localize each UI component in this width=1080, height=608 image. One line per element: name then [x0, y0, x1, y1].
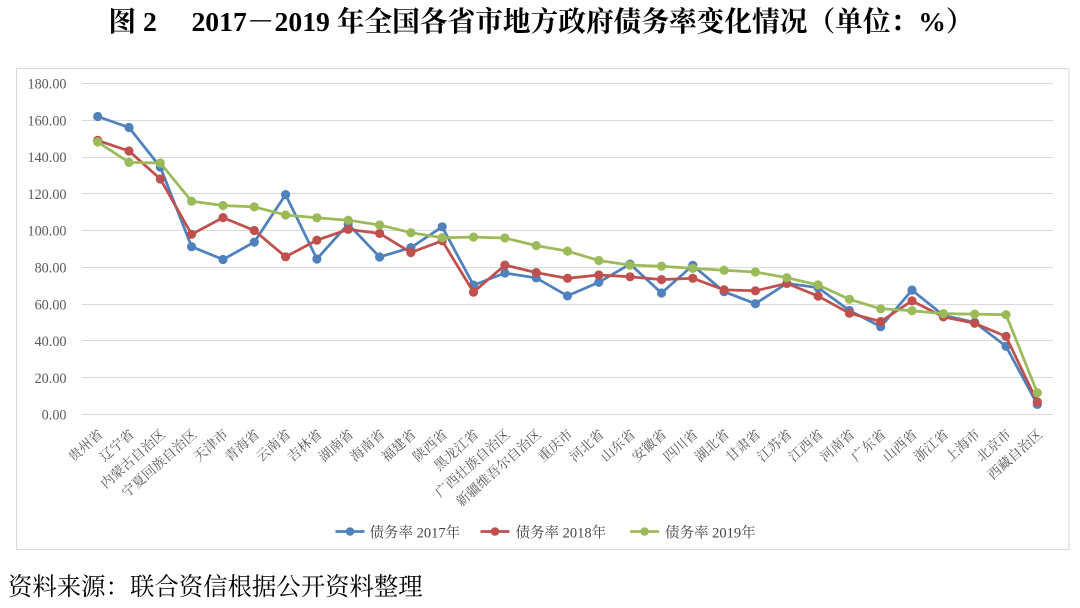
svg-text:0.00: 0.00 [42, 408, 67, 424]
svg-text:160.00: 160.00 [27, 113, 66, 129]
svg-text:140.00: 140.00 [27, 150, 66, 166]
svg-text:80.00: 80.00 [35, 261, 67, 277]
svg-text:债务率 2018年: 债务率 2018年 [516, 524, 607, 542]
svg-text:120.00: 120.00 [27, 187, 66, 203]
svg-text:60.00: 60.00 [35, 297, 67, 313]
svg-text:180.00: 180.00 [27, 77, 66, 93]
svg-text:资料来源：联合资信根据公开资料整理: 资料来源：联合资信根据公开资料整理 [8, 574, 423, 601]
svg-text:图 2 2017－2019 年全国各省市地方政府债务率变化: 图 2 2017－2019 年全国各省市地方政府债务率变化情况（单位：%） [108, 6, 973, 37]
svg-text:债务率 2019年: 债务率 2019年 [665, 524, 756, 542]
svg-text:100.00: 100.00 [27, 224, 66, 240]
svg-text:20.00: 20.00 [35, 371, 67, 387]
svg-text:40.00: 40.00 [35, 334, 67, 350]
svg-text:债务率 2017年: 债务率 2017年 [370, 524, 461, 542]
